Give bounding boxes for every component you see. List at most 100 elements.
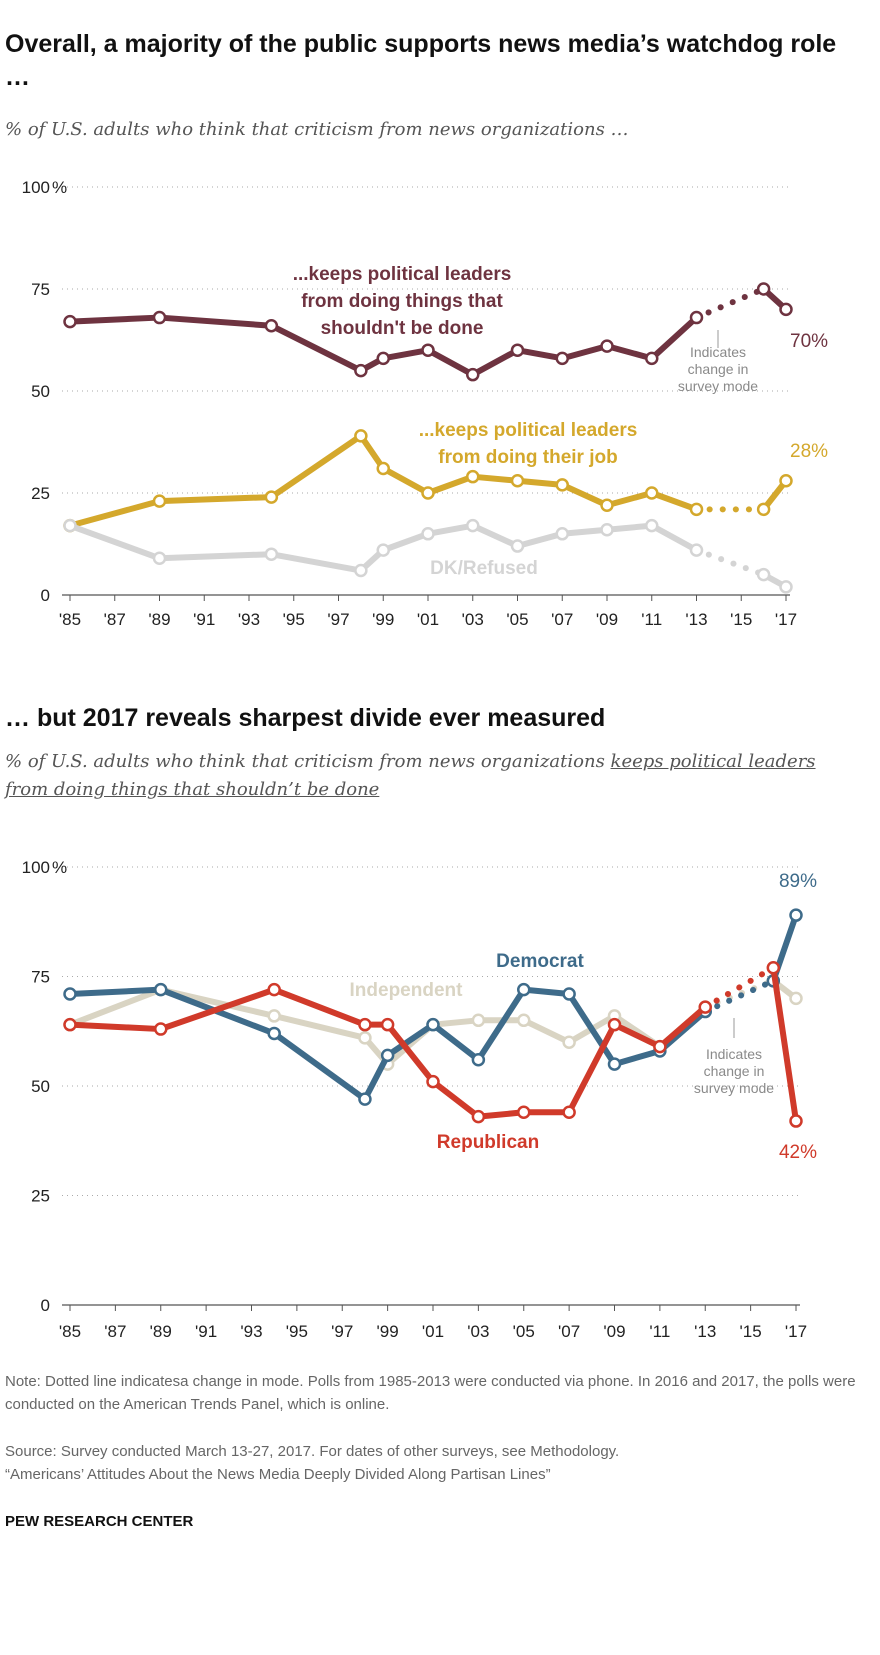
data-point [517, 982, 531, 997]
y-unit-label: % [52, 858, 67, 877]
data-point [376, 351, 390, 366]
x-tick-label: '09 [603, 1322, 625, 1341]
data-point [607, 1057, 622, 1071]
data-point [555, 478, 569, 492]
data-point [421, 343, 435, 357]
data-point [358, 1092, 372, 1106]
data-point [267, 1009, 281, 1023]
data-point [562, 1105, 576, 1120]
x-tick-label: '85 [59, 610, 81, 629]
mode-change-annotation: Indicates change in survey mode [678, 330, 758, 394]
data-point [600, 522, 614, 537]
data-point [63, 314, 77, 329]
series-end-label: 42% [779, 1142, 817, 1163]
data-point [766, 960, 781, 975]
mode-change-label: Indicates change in survey mode [678, 344, 758, 394]
data-point [63, 987, 77, 1001]
data-point [421, 527, 435, 541]
series-line-independent [67, 986, 709, 1068]
y-tick-label: 0 [41, 586, 50, 605]
data-point [555, 527, 569, 541]
data-point [600, 498, 614, 512]
data-point [562, 1035, 576, 1049]
data-point [756, 282, 771, 296]
x-tick-label: '87 [104, 610, 126, 629]
chart2-title: … but 2017 reveals sharpest divide ever … [5, 704, 606, 732]
data-point [607, 1017, 622, 1032]
series-label-line: ...keeps political leaders [293, 264, 512, 285]
data-point [562, 987, 576, 1001]
series-end-label: 28% [790, 441, 828, 462]
series-label: DK/Refused [430, 558, 538, 579]
note-text: Note: Dotted line indicatesa change in m… [5, 1373, 856, 1413]
series-label: Independent [350, 980, 464, 1001]
data-point [789, 1114, 803, 1128]
data-point [154, 982, 168, 997]
y-tick-label: 50 [31, 382, 50, 401]
chart2-gridlines: 0 25 50 75 100% [22, 858, 800, 1315]
x-tick-label: '87 [104, 1322, 126, 1341]
data-point [698, 1000, 712, 1014]
chart1-plot: 0 25 50 75 100 % '85 '87 '89 '91 '93 '95 '97 '99 '01 '0… [22, 178, 829, 629]
data-point [152, 551, 167, 566]
mode-change-label-line: survey mode [678, 378, 758, 394]
series-line-keeps-political-leaders-from-doing-their-job [67, 432, 700, 529]
x-tick-label: '99 [377, 1322, 399, 1341]
data-point [63, 1017, 77, 1032]
series-label-line: ...keeps political leaders [419, 420, 638, 441]
mode-change-label-line: change in [688, 361, 749, 377]
series-keeps-political-leaders-from-doing-their-job [63, 429, 793, 533]
x-tick-label: '95 [283, 610, 305, 629]
x-tick-label: '03 [467, 1322, 489, 1341]
data-point [471, 1052, 486, 1067]
y-tick-label: 25 [31, 1187, 50, 1206]
data-point [354, 563, 368, 578]
x-tick-label: '97 [331, 1322, 353, 1341]
series-label-line: shouldn't be done [321, 318, 484, 339]
data-point [645, 518, 659, 533]
chart1-title: Overall, a majority of the public suppor… [5, 30, 837, 91]
data-point [63, 518, 77, 533]
series-label-line: from doing their job [438, 447, 617, 468]
data-point [756, 567, 771, 582]
y-tick-label: 100 [22, 178, 50, 197]
x-tick-label: '89 [150, 1322, 172, 1341]
x-tick-label: '01 [422, 1322, 444, 1341]
series-dotted-line-republican [702, 964, 777, 1011]
data-point [154, 1022, 168, 1036]
x-tick-label: '01 [417, 610, 439, 629]
y-tick-label: 100 [22, 858, 50, 877]
x-tick-label: '05 [513, 1322, 535, 1341]
data-point [264, 318, 279, 333]
x-tick-label: '05 [506, 610, 528, 629]
mode-change-label-line: Indicates [706, 1046, 762, 1062]
data-point [466, 469, 480, 484]
series-dotted-line-keeps-political-leaders-from-doing-things-that-shouldn-t-be-done [693, 286, 767, 321]
series-line-end-republican [770, 964, 799, 1125]
series-dotted-line-democrat [702, 977, 777, 1015]
data-point [354, 429, 368, 443]
data-point [466, 367, 480, 382]
mode-change-label-line: survey mode [694, 1080, 774, 1096]
data-point [689, 502, 704, 517]
x-tick-label: '07 [551, 610, 573, 629]
data-point [756, 502, 771, 517]
series-label-line: Independent [350, 980, 464, 1001]
data-point [789, 908, 803, 922]
series-label: ...keeps political leaders from doing thi… [293, 264, 512, 339]
data-point [645, 351, 659, 366]
data-point [376, 461, 390, 476]
series-keeps-political-leaders-from-doing-things-that-shouldn-t-be-done [63, 282, 793, 382]
x-tick-label: '17 [785, 1322, 807, 1341]
series-line-democrat [67, 986, 709, 1103]
x-tick-label: '15 [740, 1322, 762, 1341]
chart1-x-axis: '85 '87 '89 '91 '93 '95 '97 '99 '01 '03 '05 '07 '09 '… [59, 594, 797, 629]
x-tick-label: '95 [286, 1322, 308, 1341]
data-point [471, 1013, 486, 1028]
chart2-subtitle-underlined: keeps political leaders from doing thing… [5, 751, 816, 800]
data-point [152, 310, 167, 325]
series-line-keeps-political-leaders-from-doing-things-that-shouldn-t-be-done [67, 314, 700, 378]
data-point [354, 363, 368, 378]
series-line-republican [67, 986, 709, 1120]
series-label: ...keeps political leaders from doing the… [419, 420, 638, 468]
